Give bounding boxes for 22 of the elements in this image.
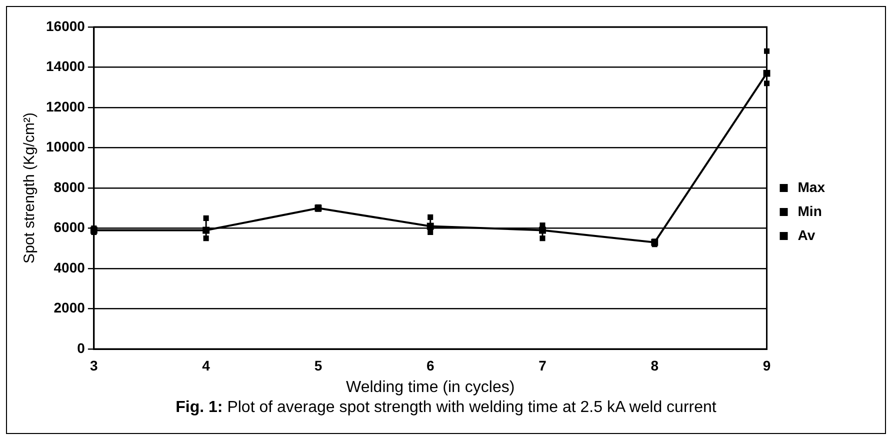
- y-tick-label: 2000: [54, 300, 86, 316]
- x-tick-label: 5: [314, 357, 322, 374]
- y-tick-label: 12000: [46, 98, 86, 114]
- legend-label: Av: [798, 226, 816, 243]
- y-tick-label: 16000: [46, 18, 86, 34]
- caption: Fig. 1: Plot of average spot strength with welding time at 2.5 kA weld current: [174, 399, 718, 417]
- y-tick-label: 8000: [54, 178, 86, 195]
- y-tick-label: 14000: [46, 58, 86, 74]
- y-tick-label: 10000: [46, 138, 86, 155]
- legend-label: Min: [798, 202, 822, 219]
- y-tick-label: 6000: [54, 219, 86, 236]
- legend-label: Max: [798, 178, 826, 195]
- y-tick-label: 4000: [54, 259, 86, 276]
- x-tick-label: 7: [538, 357, 547, 374]
- x-tick-label: 8: [650, 357, 659, 374]
- x-axis-title: Welding time (in cycles): [346, 378, 515, 396]
- x-tick-label: 9: [762, 357, 771, 374]
- y-tick-label: 0: [77, 340, 86, 356]
- x-tick-label: 3: [90, 357, 98, 374]
- y-axis-title: Spot strength (Kg/cm²): [21, 112, 38, 264]
- x-tick-label: 4: [202, 357, 210, 374]
- x-tick-label: 6: [426, 357, 434, 374]
